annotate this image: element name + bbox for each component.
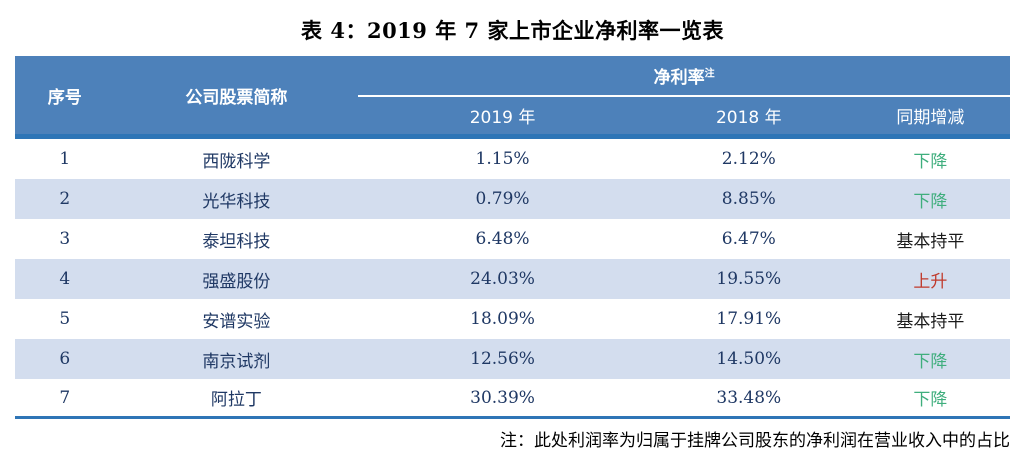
company-cell: 安谱实验 <box>114 299 359 339</box>
change-cell: 下降 <box>850 379 1010 419</box>
serial-cell: 4 <box>15 259 115 299</box>
net-margin-label: 净利率 <box>653 68 705 88</box>
value-2018-cell: 6.47% <box>646 219 851 259</box>
table-row: 7 阿拉丁 30.39% 33.48% 下降 <box>15 379 1010 419</box>
table-row: 6 南京试剂 12.56% 14.50% 下降 <box>15 339 1010 379</box>
value-2019-cell: 1.15% <box>358 139 647 179</box>
column-header-2019: 2019 年 <box>358 97 647 139</box>
column-header-serial: 序号 <box>15 56 115 139</box>
table-row: 4 强盛股份 24.03% 19.55% 上升 <box>15 259 1010 299</box>
net-profit-margin-table: 序号 公司股票简称 净利率注 2019 年 2018 年 同期增减 1 西陇科学 1… <box>15 56 1010 419</box>
serial-cell: 6 <box>15 339 115 379</box>
table-row: 3 泰坦科技 6.48% 6.47% 基本持平 <box>15 219 1010 259</box>
serial-cell: 1 <box>15 139 115 179</box>
value-2018-cell: 14.50% <box>646 339 851 379</box>
table-footnote: 注：此处利润率为归属于挂牌公司股东的净利润在营业收入中的占比 <box>500 431 1010 451</box>
serial-cell: 2 <box>15 179 115 219</box>
value-2018-cell: 33.48% <box>646 379 851 419</box>
table-row: 5 安谱实验 18.09% 17.91% 基本持平 <box>15 299 1010 339</box>
serial-cell: 7 <box>15 379 115 419</box>
serial-cell: 3 <box>15 219 115 259</box>
company-cell: 阿拉丁 <box>114 379 359 419</box>
column-header-company: 公司股票简称 <box>114 56 359 139</box>
value-2019-cell: 0.79% <box>358 179 647 219</box>
change-cell: 基本持平 <box>850 219 1010 259</box>
value-2018-cell: 2.12% <box>646 139 851 179</box>
column-header-2018: 2018 年 <box>646 97 851 139</box>
change-cell: 基本持平 <box>850 299 1010 339</box>
company-cell: 光华科技 <box>114 179 359 219</box>
company-cell: 西陇科学 <box>114 139 359 179</box>
value-2018-cell: 17.91% <box>646 299 851 339</box>
table-row: 2 光华科技 0.79% 8.85% 下降 <box>15 179 1010 219</box>
column-group-header-net-margin: 净利率注 <box>358 56 1010 97</box>
change-cell: 下降 <box>850 179 1010 219</box>
value-2018-cell: 8.85% <box>646 179 851 219</box>
column-header-change: 同期增减 <box>850 97 1010 139</box>
table-header: 序号 公司股票简称 净利率注 2019 年 2018 年 同期增减 <box>15 56 1010 139</box>
value-2019-cell: 12.56% <box>358 339 647 379</box>
company-cell: 南京试剂 <box>114 339 359 379</box>
footnote-marker: 注 <box>704 68 715 80</box>
change-cell: 下降 <box>850 139 1010 179</box>
value-2019-cell: 30.39% <box>358 379 647 419</box>
table-body: 1 西陇科学 1.15% 2.12% 下降 2 光华科技 0.79% 8.85% 下降 3 泰坦科技 6… <box>15 139 1010 419</box>
company-cell: 泰坦科技 <box>114 219 359 259</box>
table-row: 1 西陇科学 1.15% 2.12% 下降 <box>15 139 1010 179</box>
value-2019-cell: 6.48% <box>358 219 647 259</box>
company-cell: 强盛股份 <box>114 259 359 299</box>
value-2019-cell: 24.03% <box>358 259 647 299</box>
change-cell: 下降 <box>850 339 1010 379</box>
value-2019-cell: 18.09% <box>358 299 647 339</box>
value-2018-cell: 19.55% <box>646 259 851 299</box>
page-title: 表 4：2019 年 7 家上市企业净利率一览表 <box>301 18 724 43</box>
change-cell: 上升 <box>850 259 1010 299</box>
serial-cell: 5 <box>15 299 115 339</box>
